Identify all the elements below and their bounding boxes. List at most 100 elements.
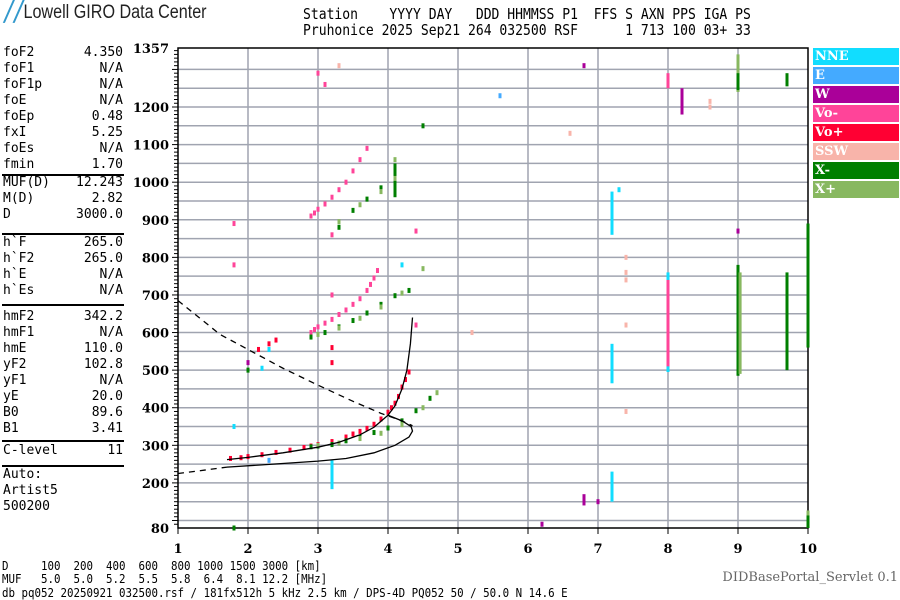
param-value: 342.2 [83, 309, 123, 324]
echo-point-vo- [344, 307, 348, 313]
param-name: hmE [3, 341, 27, 356]
y-tick-label: 300 [142, 439, 169, 454]
echo-point-x- [393, 293, 397, 299]
param-row: B0 89.6 [3, 405, 123, 420]
param-row: h`Es N/A [3, 283, 123, 298]
param-name: h`E [3, 267, 27, 282]
echo-point-vo+ [267, 341, 271, 347]
divider [2, 440, 124, 442]
y-tick-label: 1000 [133, 176, 169, 191]
x-tick-label: 3 [313, 542, 322, 557]
param-row: h`E N/A [3, 267, 123, 282]
echo-point-x+ [806, 510, 810, 516]
param-name: C-level [3, 443, 58, 458]
y-tick-label: 900 [142, 214, 169, 229]
param-name: M(D) [3, 191, 35, 206]
echo-span-vo- [666, 279, 670, 367]
param-value: N/A [99, 61, 123, 76]
param-name: B0 [3, 405, 19, 420]
param-row: yF2 102.8 [3, 357, 123, 372]
echo-point-vo+ [302, 445, 306, 451]
param-name: hmF2 [3, 309, 35, 324]
param-value: 0.48 [91, 109, 123, 124]
echo-span-x- [736, 73, 740, 91]
y-tick-label: 80 [151, 522, 169, 537]
echo-point-vo+ [330, 360, 334, 366]
wifi-logo-icon: ╱╱ [4, 2, 24, 23]
param-row: h`F2 265.0 [3, 251, 123, 266]
x-tick-label: 6 [523, 542, 532, 557]
echo-point-x- [365, 310, 369, 316]
echo-point-vo- [358, 157, 362, 163]
echo-point-vo+ [404, 377, 407, 383]
echo-point-x- [379, 185, 383, 191]
echo-point-vo- [330, 232, 334, 238]
echo-point-x- [393, 179, 397, 185]
echo-point-nne [330, 461, 334, 467]
distance-row: D 100 200 400 600 800 1000 1500 3000 [km… [2, 559, 321, 573]
param-value: 3000.0 [76, 207, 123, 222]
echo-point-vo- [666, 78, 670, 84]
echo-point-vo- [337, 311, 341, 317]
param-value: N/A [99, 77, 123, 92]
param-row: yE 20.0 [3, 389, 123, 404]
echo-point-ssw [337, 63, 341, 69]
echo-point-vo- [414, 322, 418, 328]
echo-point-vo- [316, 70, 320, 76]
echo-point-vo+ [390, 405, 393, 411]
echo-point-vo- [369, 281, 372, 287]
param-value: N/A [99, 373, 123, 388]
param-row: hmF1 N/A [3, 325, 123, 340]
echo-point-w [680, 89, 684, 95]
echo-span-w [680, 88, 684, 115]
echo-point-vo- [365, 145, 369, 151]
param-row: foEp 0.48 [3, 109, 123, 124]
echo-point-x+ [421, 266, 425, 272]
param-row: foEs N/A [3, 141, 123, 156]
y-tick-label: 1357 [133, 42, 169, 57]
echo-span-nne [330, 460, 334, 485]
echo-point-nne [260, 365, 264, 371]
param-value: 89.6 [91, 405, 123, 420]
y-tick-label: 800 [142, 251, 169, 266]
echo-point-vo- [337, 187, 341, 193]
param-row: B1 3.41 [3, 421, 123, 436]
echo-point-x- [421, 123, 425, 129]
echo-point-vo+ [393, 400, 397, 406]
param-row: foF2 4.350 [3, 45, 123, 60]
echo-span-x- [785, 73, 789, 87]
header-labels: Station YYYY DAY DDD HHMMSS P1 FFS S AXN… [303, 5, 751, 23]
param-row: fmin 1.70 [3, 157, 123, 172]
echo-point-vo+ [386, 409, 390, 415]
param-value: 265.0 [83, 235, 123, 250]
param-value: N/A [99, 141, 123, 156]
param-value: 2.82 [91, 191, 123, 206]
param-value: 20.0 [91, 389, 123, 404]
echo-point-nne [330, 484, 334, 490]
autoscale-info: Auto: Artist5 500200 [3, 467, 58, 515]
echo-point-x- [414, 408, 418, 414]
param-value: 4.350 [83, 45, 123, 60]
echo-point-e [267, 457, 271, 463]
echo-point-x- [428, 395, 432, 401]
param-name: yE [3, 389, 19, 404]
echo-span-nne [610, 191, 614, 235]
echo-point-nne [267, 346, 271, 352]
param-value: N/A [99, 325, 123, 340]
legend-item-xplus: X+ [813, 181, 899, 198]
dashed-curve [177, 466, 228, 475]
echo-point-nne [617, 187, 621, 193]
param-row: D 3000.0 [3, 207, 123, 222]
echo-point-vo- [323, 320, 327, 326]
echo-point-vo- [358, 296, 362, 302]
echo-point-w [680, 104, 684, 110]
echo-point-x- [246, 367, 250, 373]
x-tick-label: 9 [733, 542, 742, 557]
echo-point-vo+ [351, 431, 355, 437]
divider [2, 304, 124, 306]
echo-point-x- [309, 334, 313, 340]
file-info: db pq052 20250921 032500.rsf / 181fx512h… [2, 586, 568, 600]
echo-point-w [540, 521, 544, 527]
echo-point-vo- [313, 327, 316, 333]
echo-point-vo+ [229, 455, 232, 461]
